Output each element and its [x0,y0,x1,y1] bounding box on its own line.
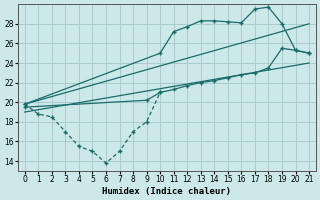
X-axis label: Humidex (Indice chaleur): Humidex (Indice chaleur) [102,187,231,196]
